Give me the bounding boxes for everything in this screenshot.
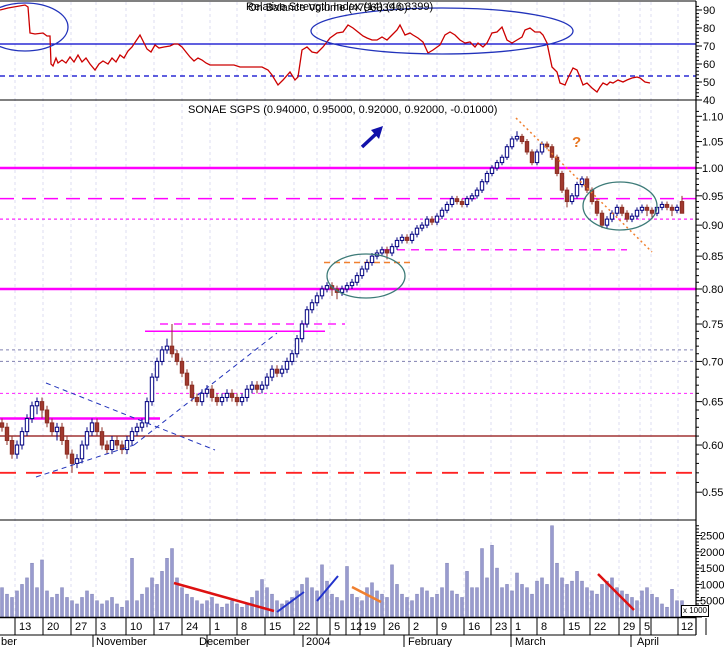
svg-text:80: 80 (703, 23, 715, 35)
svg-text:90: 90 (703, 5, 715, 17)
annotations: ? (360, 126, 581, 151)
date-axis: 13 20 27 3 10 17 24 1 8 15 22 5 12 19 26 2 9 16 23 1 8 15 22 29… (1, 618, 707, 647)
svg-text:November: November (96, 636, 147, 647)
volume-panel[interactable] (0, 521, 696, 617)
svg-text:8: 8 (241, 621, 247, 633)
svg-text:5: 5 (644, 621, 650, 633)
svg-text:17: 17 (158, 621, 170, 633)
week-gridlines (14, 2, 679, 617)
price-axis-labels: 1.10 1.05 1.00 0.95 0.90 0.85 0.80 0.75 0.70 0.65… (702, 111, 723, 499)
svg-text:1: 1 (515, 621, 521, 633)
svg-text:0.60: 0.60 (702, 440, 723, 452)
svg-text:23: 23 (495, 621, 507, 633)
svg-text:2: 2 (413, 621, 419, 633)
svg-text:5: 5 (334, 621, 340, 633)
svg-text:1: 1 (214, 621, 220, 633)
svg-text:1.00: 1.00 (702, 163, 723, 175)
rsi-axis-labels: 90 80 70 60 50 40 (703, 5, 715, 107)
svg-text:1.10: 1.10 (702, 111, 723, 123)
svg-text:70: 70 (703, 41, 715, 53)
panel-borders (0, 0, 697, 636)
volume-axis-labels: 25000 20000 15000 10000 5000 (700, 531, 724, 608)
svg-text:25000: 25000 (700, 531, 724, 543)
svg-text:March: March (515, 636, 546, 647)
volume-bars (0, 525, 684, 618)
svg-text:12: 12 (681, 621, 693, 633)
svg-text:0.80: 0.80 (702, 284, 723, 296)
svg-text:April: April (637, 636, 659, 647)
svg-text:0.75: 0.75 (702, 319, 723, 331)
svg-text:2004: 2004 (306, 636, 330, 647)
svg-text:0.65: 0.65 (702, 397, 723, 409)
price-trendlines (35, 117, 653, 478)
svg-text:0.55: 0.55 (702, 487, 723, 499)
svg-text:13: 13 (19, 621, 31, 633)
annotation-ellipses (0, 2, 658, 299)
svg-text:60: 60 (703, 59, 715, 71)
price-panel[interactable] (0, 101, 696, 520)
svg-text:10000: 10000 (700, 579, 724, 591)
svg-text:ber: ber (1, 636, 17, 647)
svg-text:December: December (199, 636, 250, 647)
svg-text:24: 24 (186, 621, 198, 633)
rsi-panel[interactable] (0, 2, 696, 100)
svg-text:40: 40 (703, 95, 715, 107)
price-panel-title: SONAE SGPS (0.94000, 0.95000, 0.92000, 0… (188, 104, 498, 116)
right-axis-ticks (696, 5, 702, 618)
svg-text:3: 3 (100, 621, 106, 633)
svg-text:16: 16 (468, 621, 480, 633)
svg-text:20: 20 (47, 621, 59, 633)
question-mark-annotation: ? (572, 134, 581, 151)
rsi-indicator-title: Relative Strength Index (14) (46.3399) (246, 1, 434, 13)
svg-text:0.95: 0.95 (702, 191, 723, 203)
svg-text:0.90: 0.90 (702, 220, 723, 232)
svg-text:22: 22 (594, 621, 606, 633)
svg-text:19: 19 (364, 621, 376, 633)
svg-text:5000: 5000 (700, 596, 724, 608)
svg-text:0.85: 0.85 (702, 251, 723, 263)
svg-text:9: 9 (441, 621, 447, 633)
svg-text:0.70: 0.70 (702, 356, 723, 368)
svg-text:20000: 20000 (700, 547, 724, 559)
svg-text:10: 10 (130, 621, 142, 633)
svg-text:1.05: 1.05 (702, 137, 723, 149)
volume-trendlines (173, 573, 635, 613)
svg-text:50: 50 (703, 77, 715, 89)
obv-indicator-title: On Balance Volume (4796339.0) (248, 2, 408, 14)
svg-text:22: 22 (298, 621, 310, 633)
svg-text:February: February (408, 636, 453, 647)
rsi-line (0, 4, 651, 93)
svg-text:27: 27 (75, 621, 87, 633)
candles (0, 131, 685, 473)
volume-multiplier-box: x 1000 (681, 605, 709, 617)
svg-text:15: 15 (568, 621, 580, 633)
svg-text:15: 15 (269, 621, 281, 633)
svg-text:26: 26 (388, 621, 400, 633)
svg-text:12: 12 (350, 621, 362, 633)
svg-text:29: 29 (623, 621, 635, 633)
svg-text:8: 8 (541, 621, 547, 633)
svg-text:15000: 15000 (700, 563, 724, 575)
